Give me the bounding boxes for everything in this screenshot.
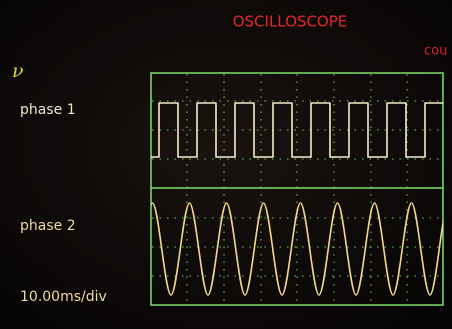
oscilloscope-screen: OSCILLOSCOPE cou ν phase 1 phase 2 10.00… — [0, 0, 452, 329]
unit-symbol: ν — [12, 60, 24, 82]
channel-label: phase 2 — [20, 218, 76, 234]
corner-label: cou — [424, 44, 447, 59]
channel-label: phase 1 — [20, 102, 76, 118]
title: OSCILLOSCOPE — [233, 13, 348, 31]
page: OSCILLOSCOPE cou ν phase 1 phase 2 10.00… — [0, 0, 452, 329]
background — [0, 0, 452, 329]
timebase: 10.00ms/div — [20, 289, 107, 305]
